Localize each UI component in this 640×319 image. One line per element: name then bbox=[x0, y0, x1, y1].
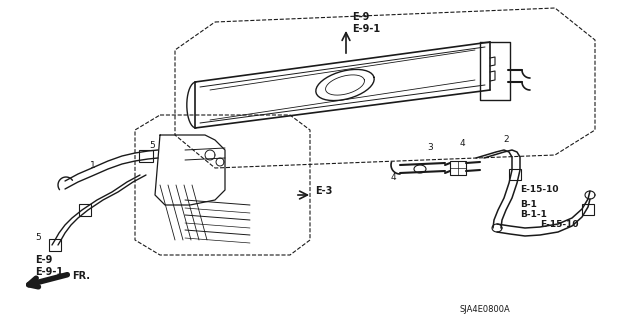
Bar bbox=[79, 204, 91, 216]
Bar bbox=[582, 204, 594, 215]
Text: 2: 2 bbox=[503, 136, 509, 145]
Text: 4: 4 bbox=[390, 174, 396, 182]
Text: 5: 5 bbox=[35, 234, 41, 242]
Text: E-9
E-9-1: E-9 E-9-1 bbox=[35, 255, 63, 277]
Text: E-15-10: E-15-10 bbox=[520, 185, 559, 194]
Text: B-1
B-1-1: B-1 B-1-1 bbox=[520, 200, 547, 219]
Text: 5: 5 bbox=[149, 142, 155, 151]
Text: SJA4E0800A: SJA4E0800A bbox=[460, 305, 511, 314]
Bar bbox=[139, 150, 153, 162]
Ellipse shape bbox=[414, 165, 426, 173]
Text: 3: 3 bbox=[427, 143, 433, 152]
Text: E-15-10: E-15-10 bbox=[540, 220, 579, 229]
Text: E-9
E-9-1: E-9 E-9-1 bbox=[352, 12, 380, 33]
Text: 1: 1 bbox=[90, 160, 96, 169]
Text: E-3: E-3 bbox=[315, 186, 332, 196]
Bar bbox=[509, 169, 521, 180]
Bar bbox=[450, 161, 466, 175]
Text: 4: 4 bbox=[459, 139, 465, 149]
Text: FR.: FR. bbox=[72, 271, 90, 281]
Bar bbox=[49, 239, 61, 251]
